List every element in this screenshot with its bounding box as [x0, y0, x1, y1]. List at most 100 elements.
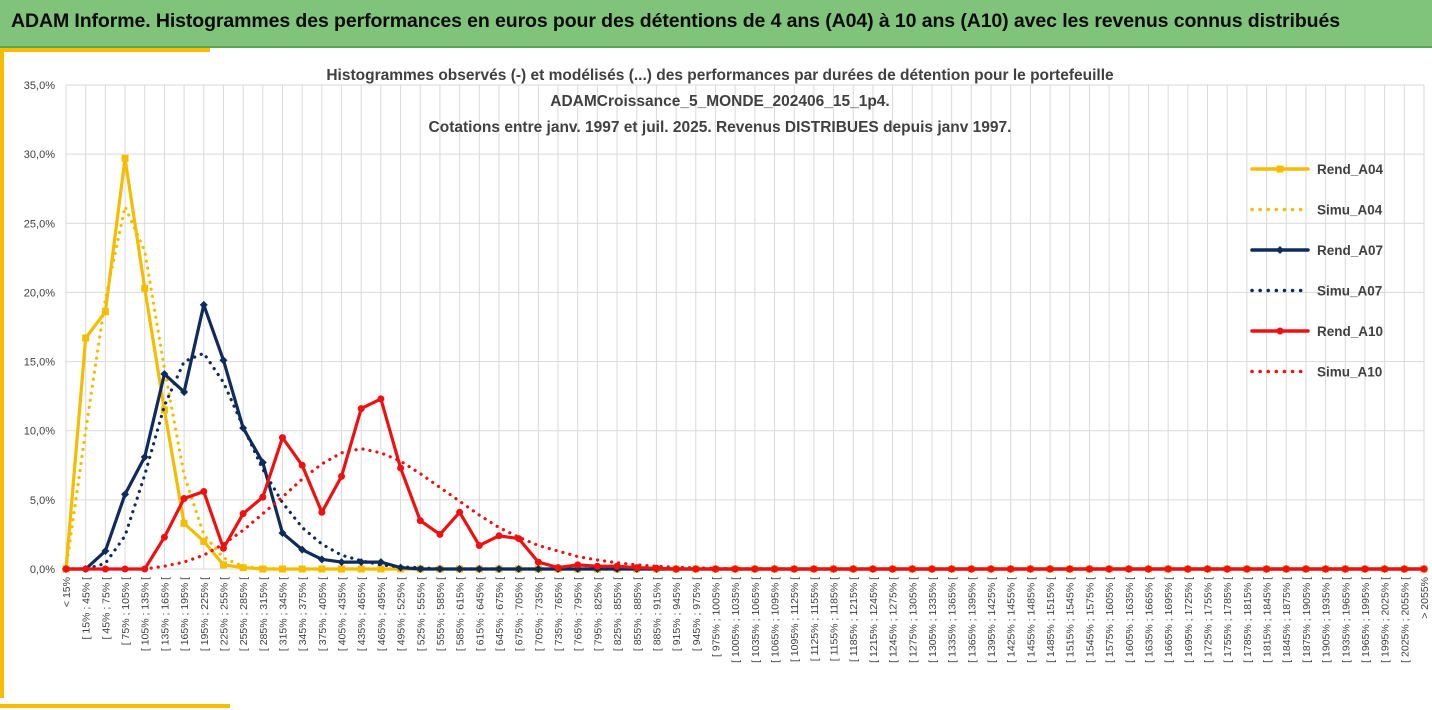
- point-Rend_A10: [180, 494, 188, 502]
- x-tick-label: [ 1905% ; 1935% [: [1321, 577, 1333, 663]
- legend-marker: [1276, 165, 1284, 173]
- point-Rend_A07: [160, 370, 169, 379]
- x-tick-label: [ 105% ; 135% [: [140, 577, 152, 651]
- point-Rend_A10: [82, 565, 90, 573]
- x-tick-label: [ 1155% ; 1185% [: [829, 577, 841, 661]
- y-tick-label: 20,0%: [24, 287, 55, 299]
- point-Rend_A07: [121, 490, 130, 499]
- x-tick-label: [ 1365% ; 1395% [: [966, 577, 978, 663]
- point-Rend_A04: [239, 564, 247, 572]
- point-Rend_A10: [239, 510, 247, 518]
- x-tick-label: [ 765% ; 795% [: [573, 577, 585, 651]
- point-Rend_A10: [495, 532, 503, 540]
- point-Rend_A07: [219, 356, 228, 365]
- point-Rend_A10: [1400, 565, 1408, 573]
- chart-title: Histogrammes observés (-) et modélisés (…: [326, 67, 1114, 136]
- point-Rend_A10: [1066, 565, 1074, 573]
- point-Rend_A07: [199, 300, 208, 309]
- point-Rend_A10: [357, 405, 365, 413]
- point-Rend_A07: [534, 565, 543, 573]
- x-tick-label: [ 375% ; 405% [: [317, 577, 329, 651]
- x-tick-label: [ 555% ; 585% [: [435, 577, 447, 651]
- x-tick-label: [ 945% ; 975% [: [691, 577, 703, 651]
- y-tick-label: 30,0%: [24, 149, 55, 161]
- legend-label: Simu_A04: [1317, 203, 1383, 218]
- point-Rend_A10: [987, 565, 995, 573]
- legend-label: Rend_A04: [1317, 162, 1384, 177]
- point-Rend_A10: [338, 472, 346, 480]
- x-tick-label: [ 1965% ; 1995% [: [1360, 577, 1372, 663]
- chart-title-line: Histogrammes observés (-) et modélisés (…: [326, 67, 1114, 84]
- series-line-Simu_A07: [64, 351, 1426, 571]
- point-Rend_A10: [1007, 565, 1015, 573]
- x-tick-label: [ 735% ; 765% [: [553, 577, 565, 651]
- frame-accent-left: [0, 48, 4, 698]
- point-Rend_A10: [908, 565, 916, 573]
- x-tick-label: > 2055%: [1419, 577, 1431, 619]
- x-tick-label: [ 465% ; 495% [: [376, 577, 388, 651]
- x-tick-label: [ 195% ; 225% [: [199, 577, 211, 651]
- point-Rend_A10: [1322, 565, 1330, 573]
- point-Rend_A10: [377, 395, 385, 403]
- point-Rend_A04: [82, 334, 90, 342]
- x-tick-label: [ 435% ; 465% [: [356, 577, 368, 651]
- x-tick-label: [ 1215% ; 1245% [: [868, 577, 880, 663]
- point-Rend_A10: [790, 565, 798, 573]
- x-tick-label: [ 795% ; 825% [: [592, 577, 604, 651]
- point-Rend_A10: [121, 565, 129, 573]
- x-tick-label: [ 1245% ; 1275% [: [888, 577, 900, 663]
- y-tick-label: 0,0%: [30, 564, 55, 576]
- legend-label: Rend_A07: [1317, 243, 1383, 258]
- report-title: ADAM Informe. Histogrammes des performan…: [11, 10, 1340, 32]
- point-Rend_A07: [101, 547, 110, 556]
- point-Rend_A10: [593, 562, 601, 570]
- grid: [65, 84, 1425, 570]
- x-tick-label: [ 225% ; 255% [: [218, 577, 230, 651]
- x-tick-label: [ 585% ; 615% [: [455, 577, 467, 651]
- x-tick-label: [ 1425% ; 1455% [: [1006, 577, 1018, 663]
- y-tick-label: 35,0%: [24, 80, 55, 92]
- x-tick-label: [ 1635% ; 1665% [: [1143, 577, 1155, 663]
- series-line-Simu_A10: [64, 447, 1426, 571]
- point-Rend_A10: [318, 508, 326, 516]
- legend-label: Simu_A10: [1317, 365, 1382, 380]
- x-tick-label: [ 1035% ; 1065% [: [750, 577, 762, 663]
- x-tick-label: [ 1305% ; 1335% [: [927, 577, 939, 663]
- point-Rend_A10: [1085, 565, 1093, 573]
- x-tick-label: < 15%: [61, 577, 73, 607]
- x-tick-label: [ 1455% ; 1485% [: [1025, 577, 1037, 663]
- x-tick-label: [ 1515% ; 1545% [: [1065, 577, 1077, 663]
- point-Rend_A10: [397, 464, 405, 472]
- point-Rend_A07: [180, 387, 189, 396]
- x-tick-label: [ 2025% ; 2055% [: [1399, 577, 1411, 663]
- x-tick-label: [ 1935% ; 1965% [: [1340, 577, 1352, 663]
- point-Rend_A10: [1144, 565, 1152, 573]
- legend-label: Rend_A10: [1317, 324, 1383, 339]
- x-tick-label: [ 1275% ; 1305% [: [907, 577, 919, 663]
- point-Rend_A10: [1223, 565, 1231, 573]
- x-tick-label: [ 345% ; 375% [: [297, 577, 309, 651]
- x-tick-label: [ 255% ; 285% [: [238, 577, 250, 651]
- point-Rend_A10: [101, 565, 109, 573]
- point-Rend_A10: [436, 530, 444, 538]
- x-tick-label: [ 45% ; 75% [: [100, 577, 112, 640]
- x-tick-label: [ 1065% ; 1095% [: [770, 577, 782, 663]
- chart-title-line: Cotations entre janv. 1997 et juil. 2025…: [429, 119, 1012, 136]
- x-tick-label: [ 1665% ; 1695% [: [1163, 577, 1175, 663]
- x-tick-label: [ 1815% ; 1845% [: [1262, 577, 1274, 663]
- point-Rend_A07: [435, 565, 444, 573]
- series-line-Rend_A07: [64, 303, 1426, 571]
- legend-marker: [1276, 327, 1284, 335]
- x-tick-label: [ 1335% ; 1365% [: [947, 577, 959, 663]
- point-Rend_A10: [830, 565, 838, 573]
- point-Rend_A04: [200, 537, 208, 545]
- x-tick-label: [ 495% ; 525% [: [396, 577, 408, 651]
- x-tick-label: [ 915% ; 945% [: [671, 577, 683, 651]
- point-Rend_A10: [1243, 565, 1251, 573]
- point-Rend_A10: [259, 493, 267, 501]
- x-tick-label: [ 1845% ; 1875% [: [1281, 577, 1293, 663]
- x-tick-label: [ 705% ; 735% [: [533, 577, 545, 651]
- x-tick-label: [ 285% ; 315% [: [258, 577, 270, 651]
- x-tick-label: [ 855% ; 885% [: [632, 577, 644, 651]
